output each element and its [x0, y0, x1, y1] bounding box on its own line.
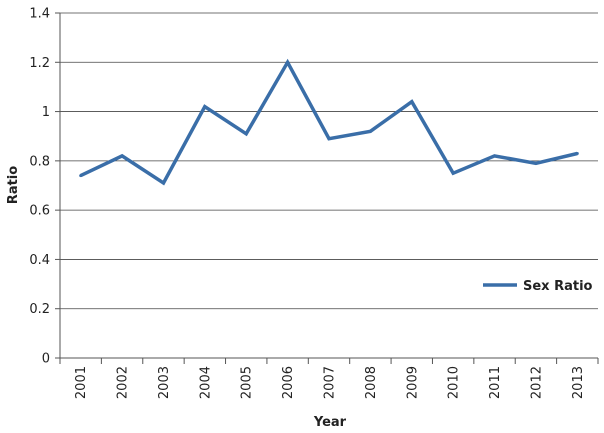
x-tick-label: 2010: [447, 366, 462, 399]
x-tick-label: 2003: [157, 366, 172, 399]
legend: Sex Ratio: [483, 279, 593, 294]
series-line-sex-ratio: [79, 58, 578, 186]
data-point: [244, 132, 248, 136]
x-tick-label: 2004: [198, 366, 213, 399]
x-axis-ticks: 2001 2002 2003 2004 2005 2006 2007 2008 2009 2010…: [59, 358, 599, 399]
data-point: [161, 181, 165, 185]
y-tick-label: 0.2: [29, 302, 50, 317]
data-point: [120, 154, 124, 158]
x-tick-label: 2002: [116, 366, 131, 399]
x-tick-label: 2012: [529, 366, 544, 399]
data-point: [410, 100, 414, 104]
x-tick-label: 2009: [405, 366, 420, 399]
y-tick-label: 1: [42, 105, 50, 120]
data-point: [534, 161, 538, 165]
y-tick-label: 0: [42, 352, 50, 367]
data-point: [451, 171, 455, 175]
data-point: [368, 129, 372, 133]
data-point: [79, 174, 83, 178]
y-tick-label: 0.8: [29, 154, 50, 169]
x-tick-label: 2008: [364, 366, 379, 399]
y-tick-label: 1.4: [29, 7, 50, 22]
data-point: [575, 151, 579, 155]
y-tick-label: 0.6: [29, 204, 50, 219]
x-tick-label: 2001: [74, 366, 89, 399]
x-tick-label: 2013: [571, 366, 586, 399]
data-point: [327, 137, 331, 141]
gridlines: [60, 12, 598, 310]
series-layer: [79, 58, 579, 186]
y-tick-label: 0.4: [29, 253, 50, 268]
x-tick-label: 2006: [281, 366, 296, 399]
y-tick-label: 1.2: [29, 56, 50, 71]
y-axis-ticks: 0 0.2 0.4 0.6 0.8 1 1.2 1.4: [29, 7, 60, 367]
x-tick-label: 2005: [240, 366, 255, 399]
data-point: [286, 60, 290, 64]
y-axis-title: Ratio: [6, 166, 21, 204]
x-tick-label: 2007: [323, 366, 338, 399]
x-axis-title: Year: [313, 415, 347, 430]
x-tick-label: 2011: [488, 366, 503, 399]
legend-label-sex-ratio: Sex Ratio: [523, 279, 593, 294]
data-point: [203, 105, 207, 109]
data-point: [493, 154, 497, 158]
